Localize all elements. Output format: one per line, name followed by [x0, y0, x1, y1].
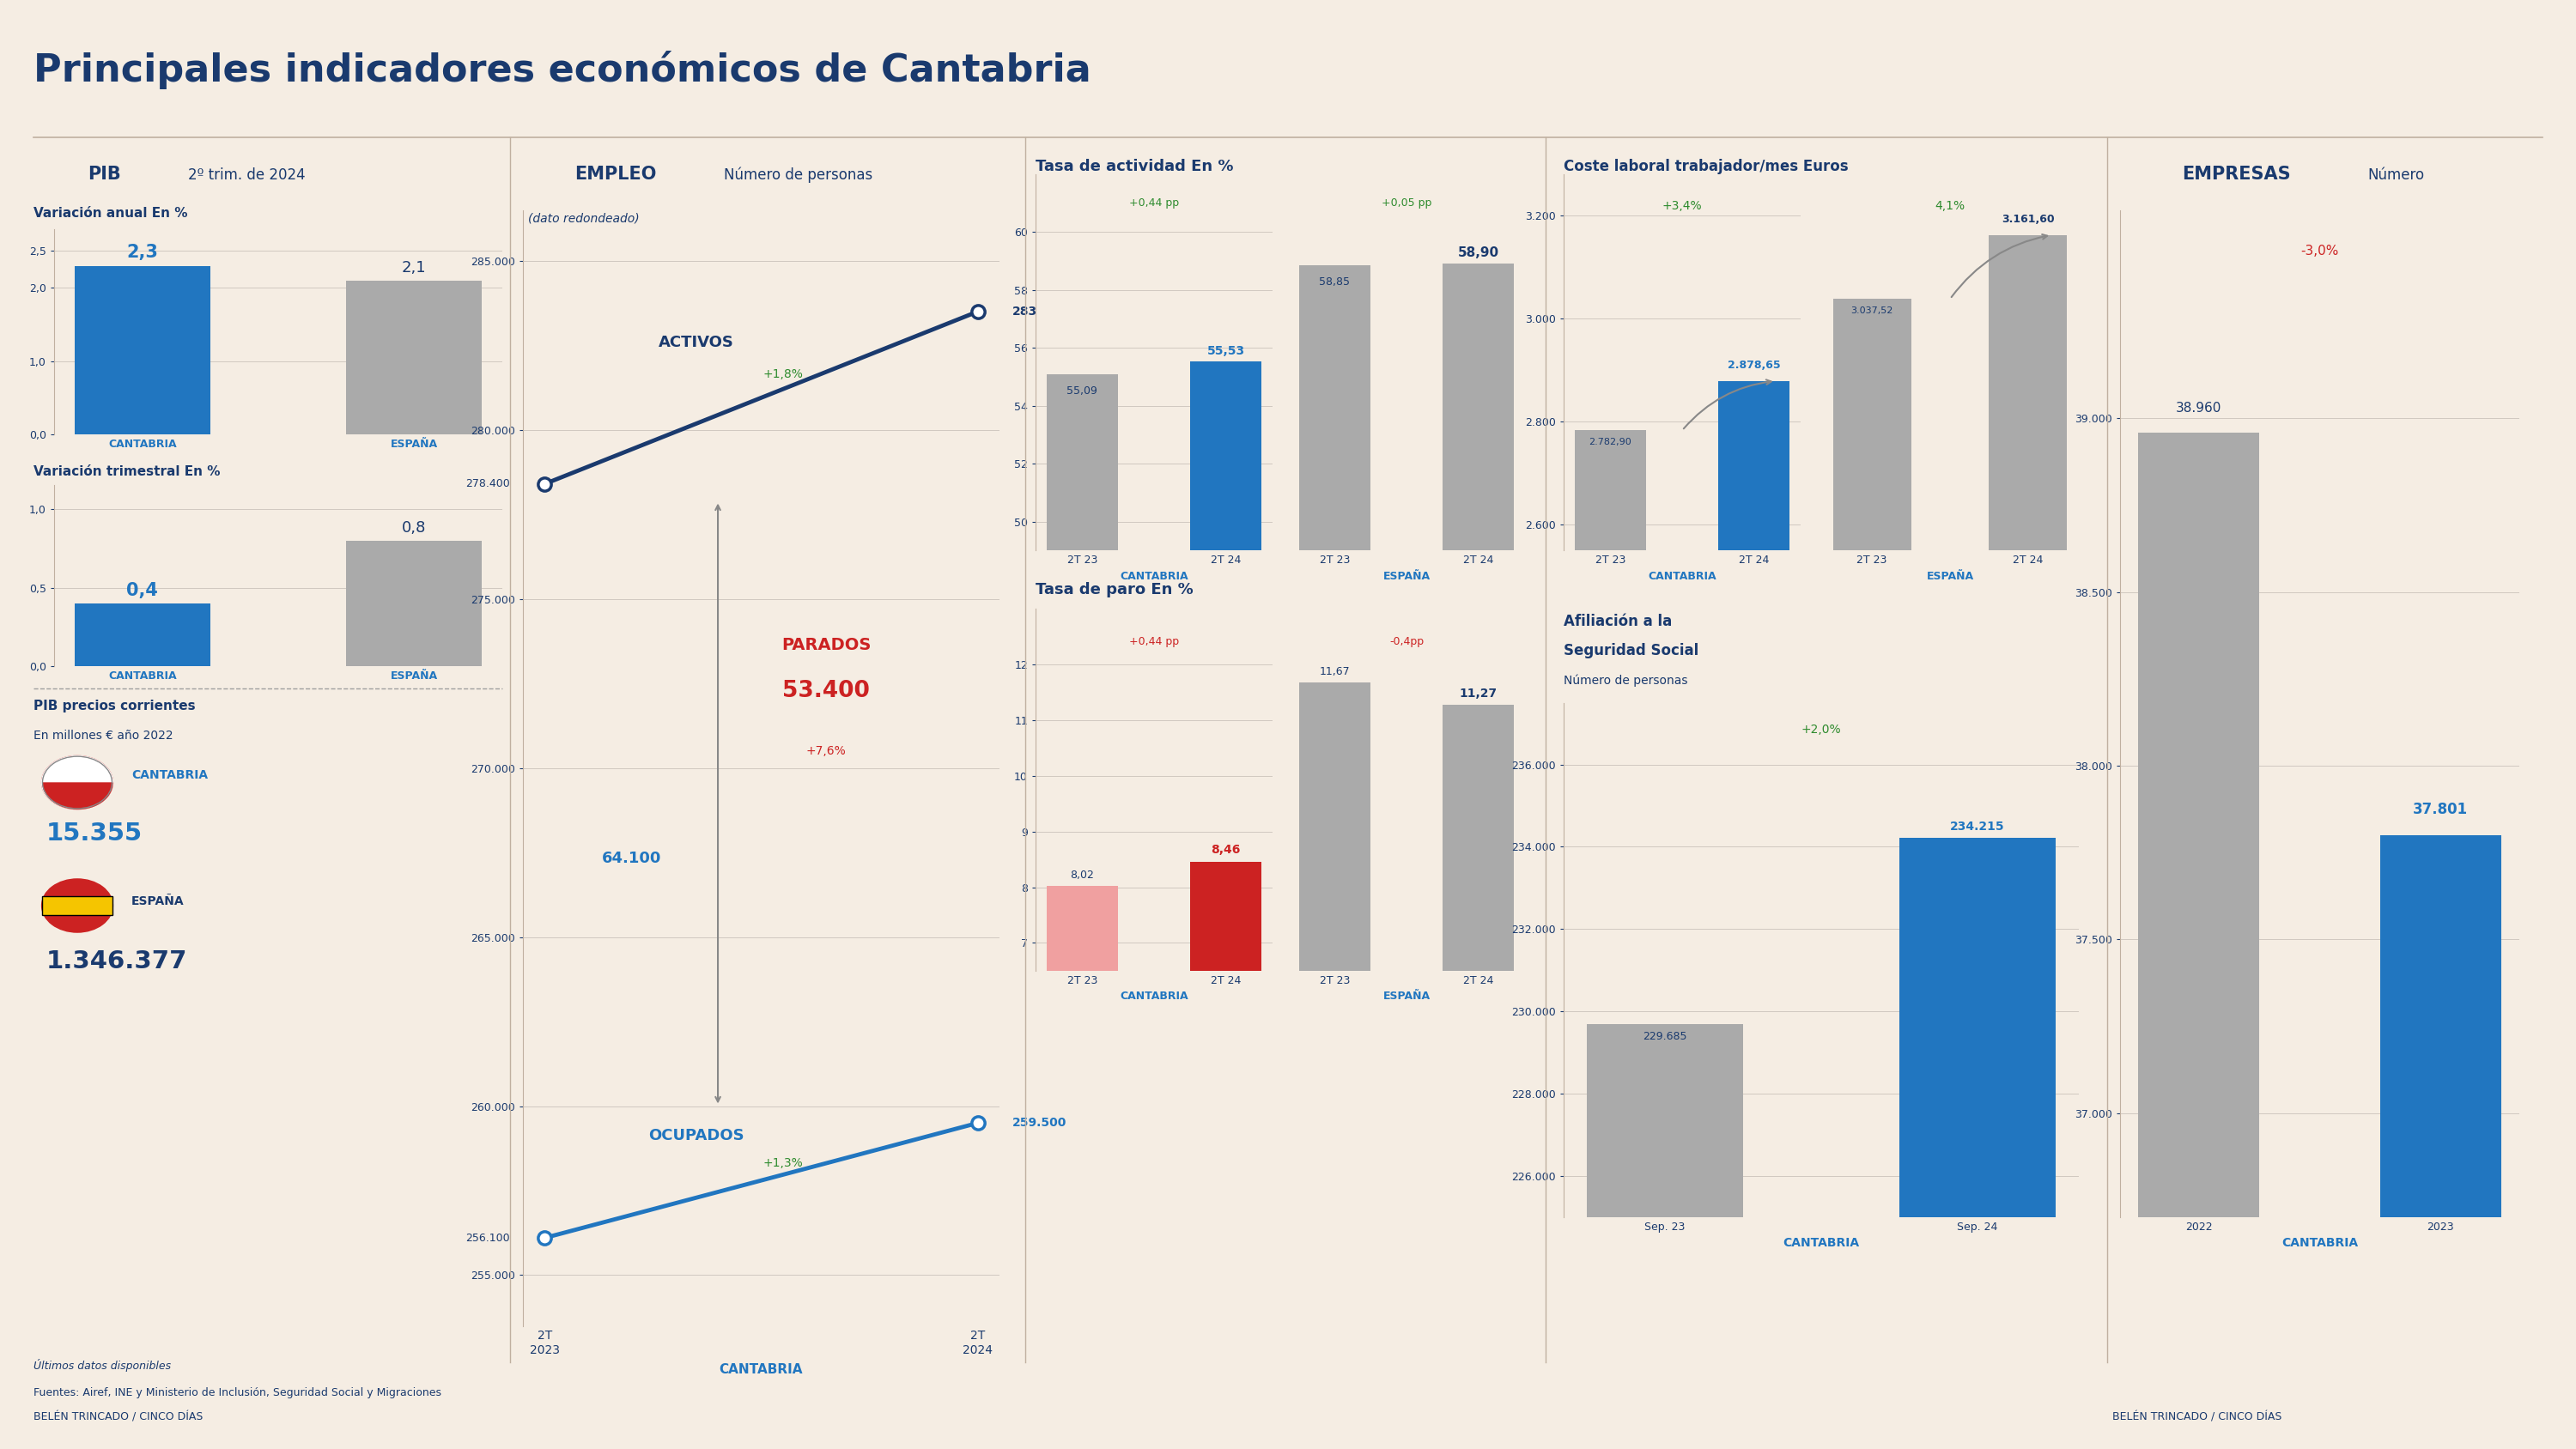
Text: 58,90: 58,90	[1458, 246, 1499, 259]
Text: Variación trimestral En %: Variación trimestral En %	[33, 465, 219, 478]
Bar	[1190, 862, 1262, 1333]
FancyBboxPatch shape	[41, 895, 113, 916]
Text: +3,4%: +3,4%	[1662, 200, 1703, 212]
Bar	[1989, 235, 2066, 1449]
X-axis label: ESPAÑA: ESPAÑA	[1927, 571, 1973, 582]
Text: 2.878,65: 2.878,65	[1728, 359, 1780, 371]
Text: -3,0%: -3,0%	[2300, 245, 2339, 258]
Bar	[1587, 1024, 1744, 1449]
X-axis label: CANTABRIA: CANTABRIA	[1649, 571, 1716, 582]
Text: OCUPADOS: OCUPADOS	[649, 1127, 744, 1143]
Text: ESPAÑA: ESPAÑA	[131, 895, 185, 907]
Text: ACTIVOS: ACTIVOS	[659, 335, 734, 351]
Text: 11,67: 11,67	[1319, 667, 1350, 677]
Text: 229.685: 229.685	[1643, 1030, 1687, 1042]
Text: 2º trim. de 2024: 2º trim. de 2024	[188, 168, 307, 183]
Text: PIB: PIB	[88, 165, 121, 183]
Bar	[1298, 265, 1370, 1449]
Bar	[1899, 838, 2056, 1449]
Text: +2,0%: +2,0%	[1801, 723, 1842, 735]
Text: Principales indicadores económicos de Cantabria: Principales indicadores económicos de Ca…	[33, 51, 1092, 90]
Text: 37.801: 37.801	[2414, 801, 2468, 817]
Text: 256.100: 256.100	[466, 1232, 510, 1243]
Text: Coste laboral trabajador/mes Euros: Coste laboral trabajador/mes Euros	[1564, 159, 1850, 174]
Text: Tasa de paro En %: Tasa de paro En %	[1036, 582, 1193, 597]
Text: Afiliación a la: Afiliación a la	[1564, 614, 1672, 629]
Text: +1,3%: +1,3%	[762, 1158, 804, 1169]
Text: 64.100: 64.100	[600, 851, 662, 867]
Text: 55,09: 55,09	[1066, 385, 1097, 397]
Text: 55,53: 55,53	[1208, 345, 1244, 356]
X-axis label: CANTABRIA: CANTABRIA	[1121, 571, 1188, 582]
Text: Últimos datos disponibles: Últimos datos disponibles	[33, 1359, 170, 1372]
Text: +0,44 pp: +0,44 pp	[1128, 636, 1180, 648]
Text: 0,4: 0,4	[126, 581, 157, 598]
Text: 2.782,90: 2.782,90	[1589, 438, 1631, 446]
Text: 0,8: 0,8	[402, 520, 425, 536]
X-axis label: CANTABRIA: CANTABRIA	[1783, 1237, 1860, 1249]
Text: 283.500: 283.500	[1012, 306, 1066, 317]
Bar	[1298, 682, 1370, 1333]
Text: PIB precios corrientes: PIB precios corrientes	[33, 700, 196, 713]
Text: 3.037,52: 3.037,52	[1850, 307, 1893, 316]
Text: CANTABRIA: CANTABRIA	[131, 769, 209, 781]
X-axis label: CANTABRIA: CANTABRIA	[2282, 1237, 2357, 1249]
Circle shape	[41, 756, 113, 809]
Bar	[345, 540, 482, 667]
Text: Número: Número	[2367, 168, 2424, 183]
Bar	[1574, 430, 1646, 1449]
Text: 8,46: 8,46	[1211, 843, 1242, 856]
Text: EMPRESAS: EMPRESAS	[2182, 165, 2290, 183]
Text: EMPLEO: EMPLEO	[574, 165, 657, 183]
Text: Número de personas: Número de personas	[1564, 674, 1687, 687]
Text: +7,6%: +7,6%	[806, 745, 848, 756]
X-axis label: CANTABRIA: CANTABRIA	[1121, 991, 1188, 1003]
Text: +1,8%: +1,8%	[762, 368, 804, 380]
Text: Fuentes: Airef, INE y Ministerio de Inclusión, Seguridad Social y Migraciones: Fuentes: Airef, INE y Ministerio de Incl…	[33, 1387, 440, 1398]
Bar	[1443, 264, 1515, 1449]
Text: Tasa de actividad En %: Tasa de actividad En %	[1036, 159, 1234, 174]
Text: 11,27: 11,27	[1461, 687, 1497, 700]
Bar	[1443, 706, 1515, 1333]
Text: 234.215: 234.215	[1950, 822, 2004, 833]
Text: PARADOS: PARADOS	[781, 636, 871, 653]
Bar	[1834, 298, 1911, 1449]
Text: 58,85: 58,85	[1319, 277, 1350, 288]
Text: 38.960: 38.960	[2177, 403, 2221, 414]
Text: 2,1: 2,1	[402, 259, 425, 275]
Text: En millones € año 2022: En millones € año 2022	[33, 729, 173, 742]
Bar	[345, 280, 482, 435]
Text: 15.355: 15.355	[46, 822, 142, 846]
X-axis label: ESPAÑA: ESPAÑA	[1383, 991, 1430, 1003]
Bar	[2380, 835, 2501, 1449]
Bar	[1718, 381, 1790, 1449]
Text: Número de personas: Número de personas	[724, 168, 873, 183]
Text: 1.346.377: 1.346.377	[46, 949, 188, 974]
Text: 8,02: 8,02	[1069, 869, 1095, 881]
Text: BELÉN TRINCADO / CINCO DÍAS: BELÉN TRINCADO / CINCO DÍAS	[33, 1411, 204, 1423]
Bar	[75, 265, 211, 435]
Text: BELÉN TRINCADO / CINCO DÍAS: BELÉN TRINCADO / CINCO DÍAS	[2112, 1411, 2282, 1423]
Bar	[75, 604, 211, 667]
Bar	[2138, 432, 2259, 1449]
Text: +0,05 pp: +0,05 pp	[1381, 197, 1432, 209]
Bar	[1046, 374, 1118, 1449]
Text: (dato redondeado): (dato redondeado)	[528, 212, 639, 225]
X-axis label: ESPAÑA: ESPAÑA	[1383, 571, 1430, 582]
Circle shape	[41, 880, 113, 932]
Circle shape	[41, 756, 113, 809]
Text: 4,1%: 4,1%	[1935, 200, 1965, 212]
Text: 53.400: 53.400	[783, 680, 871, 703]
Text: 3.161,60: 3.161,60	[2002, 213, 2056, 225]
Text: 259.500: 259.500	[1012, 1117, 1066, 1129]
Text: 278.400: 278.400	[466, 478, 510, 490]
Bar	[1190, 361, 1262, 1449]
Text: 2,3: 2,3	[126, 243, 157, 261]
X-axis label: CANTABRIA: CANTABRIA	[719, 1364, 804, 1377]
Text: Variación anual En %: Variación anual En %	[33, 207, 188, 220]
Bar	[1046, 887, 1118, 1333]
Text: Seguridad Social: Seguridad Social	[1564, 643, 1698, 658]
Text: +0,44 pp: +0,44 pp	[1128, 197, 1180, 209]
Text: -0,4pp: -0,4pp	[1388, 636, 1425, 648]
